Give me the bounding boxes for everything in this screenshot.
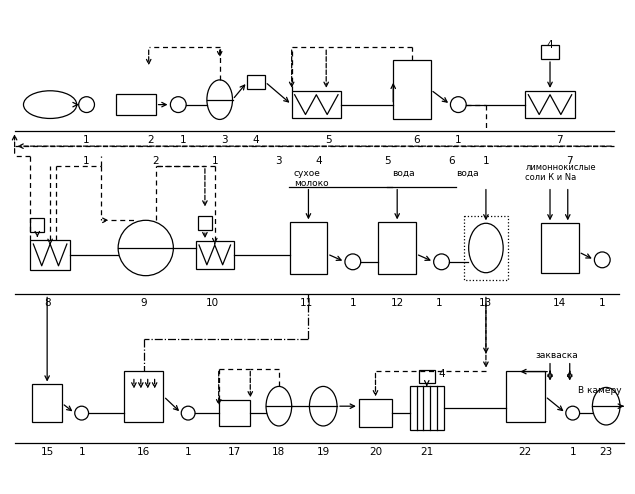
Bar: [291, 91, 341, 119]
Text: молоко: молоко: [293, 179, 328, 188]
Text: 23: 23: [599, 447, 613, 457]
Bar: [247, 75, 265, 89]
Text: 3: 3: [276, 156, 282, 166]
Text: 1: 1: [599, 298, 606, 308]
Bar: [419, 370, 434, 383]
Text: 4: 4: [315, 156, 321, 166]
Text: 1: 1: [455, 135, 462, 145]
Text: лимоннокислые: лимоннокислые: [525, 163, 596, 172]
Text: 7: 7: [556, 135, 563, 145]
Bar: [541, 45, 559, 59]
Text: 4: 4: [253, 135, 260, 145]
Text: 1: 1: [211, 156, 218, 166]
Bar: [359, 399, 392, 427]
Text: 1: 1: [180, 135, 187, 145]
Text: 1: 1: [78, 447, 85, 457]
Bar: [32, 384, 62, 422]
Text: 6: 6: [413, 135, 420, 145]
Text: 13: 13: [479, 298, 493, 308]
Text: 1: 1: [349, 298, 356, 308]
Bar: [124, 370, 163, 422]
Ellipse shape: [309, 386, 337, 426]
Circle shape: [345, 254, 361, 270]
Text: 9: 9: [140, 298, 147, 308]
Bar: [464, 216, 507, 280]
Bar: [290, 222, 327, 274]
Ellipse shape: [469, 223, 503, 273]
Ellipse shape: [592, 387, 620, 425]
Text: 17: 17: [228, 447, 241, 457]
Circle shape: [594, 252, 610, 268]
Text: 8: 8: [44, 298, 50, 308]
Circle shape: [75, 406, 88, 420]
Text: 1: 1: [83, 156, 90, 166]
Text: соли К и Na: соли К и Na: [525, 173, 577, 182]
Bar: [30, 218, 44, 232]
Bar: [198, 216, 212, 230]
Text: 7: 7: [566, 156, 573, 166]
Text: 2: 2: [152, 156, 159, 166]
Circle shape: [118, 220, 173, 276]
Text: 20: 20: [369, 447, 382, 457]
Circle shape: [566, 406, 580, 420]
Bar: [505, 370, 545, 422]
Circle shape: [450, 97, 466, 113]
Bar: [410, 386, 443, 430]
Bar: [30, 240, 70, 270]
Circle shape: [170, 97, 186, 113]
Bar: [378, 222, 416, 274]
Text: 1: 1: [185, 447, 192, 457]
Bar: [393, 60, 431, 120]
Text: 2: 2: [147, 135, 154, 145]
Text: 1: 1: [83, 135, 90, 145]
Circle shape: [181, 406, 195, 420]
Text: В камеру: В камеру: [578, 386, 621, 395]
Bar: [196, 241, 234, 269]
Text: 11: 11: [300, 298, 313, 308]
Text: 6: 6: [448, 156, 455, 166]
Ellipse shape: [23, 91, 77, 119]
Text: 3: 3: [222, 135, 228, 145]
Text: 21: 21: [420, 447, 434, 457]
Bar: [525, 91, 575, 119]
Text: 15: 15: [41, 447, 54, 457]
Bar: [218, 400, 250, 426]
Text: 12: 12: [391, 298, 404, 308]
Text: 18: 18: [272, 447, 286, 457]
Text: 14: 14: [553, 298, 566, 308]
Text: сухое: сухое: [293, 169, 321, 178]
Bar: [541, 223, 578, 273]
Circle shape: [434, 254, 450, 270]
Text: 16: 16: [137, 447, 150, 457]
Circle shape: [79, 97, 95, 113]
Text: 1: 1: [570, 447, 576, 457]
Text: 1: 1: [483, 156, 489, 166]
Text: 22: 22: [519, 447, 532, 457]
Ellipse shape: [266, 386, 291, 426]
Text: закваска: закваска: [535, 351, 578, 360]
Text: 10: 10: [206, 298, 219, 308]
Text: 4: 4: [438, 369, 445, 378]
Ellipse shape: [207, 80, 232, 120]
Text: 1: 1: [436, 298, 443, 308]
Text: вода: вода: [457, 169, 479, 178]
Text: 19: 19: [317, 447, 330, 457]
Text: вода: вода: [392, 169, 415, 178]
Bar: [116, 94, 156, 116]
Text: 4: 4: [547, 41, 553, 50]
Text: 5: 5: [384, 156, 391, 166]
Text: 5: 5: [325, 135, 331, 145]
